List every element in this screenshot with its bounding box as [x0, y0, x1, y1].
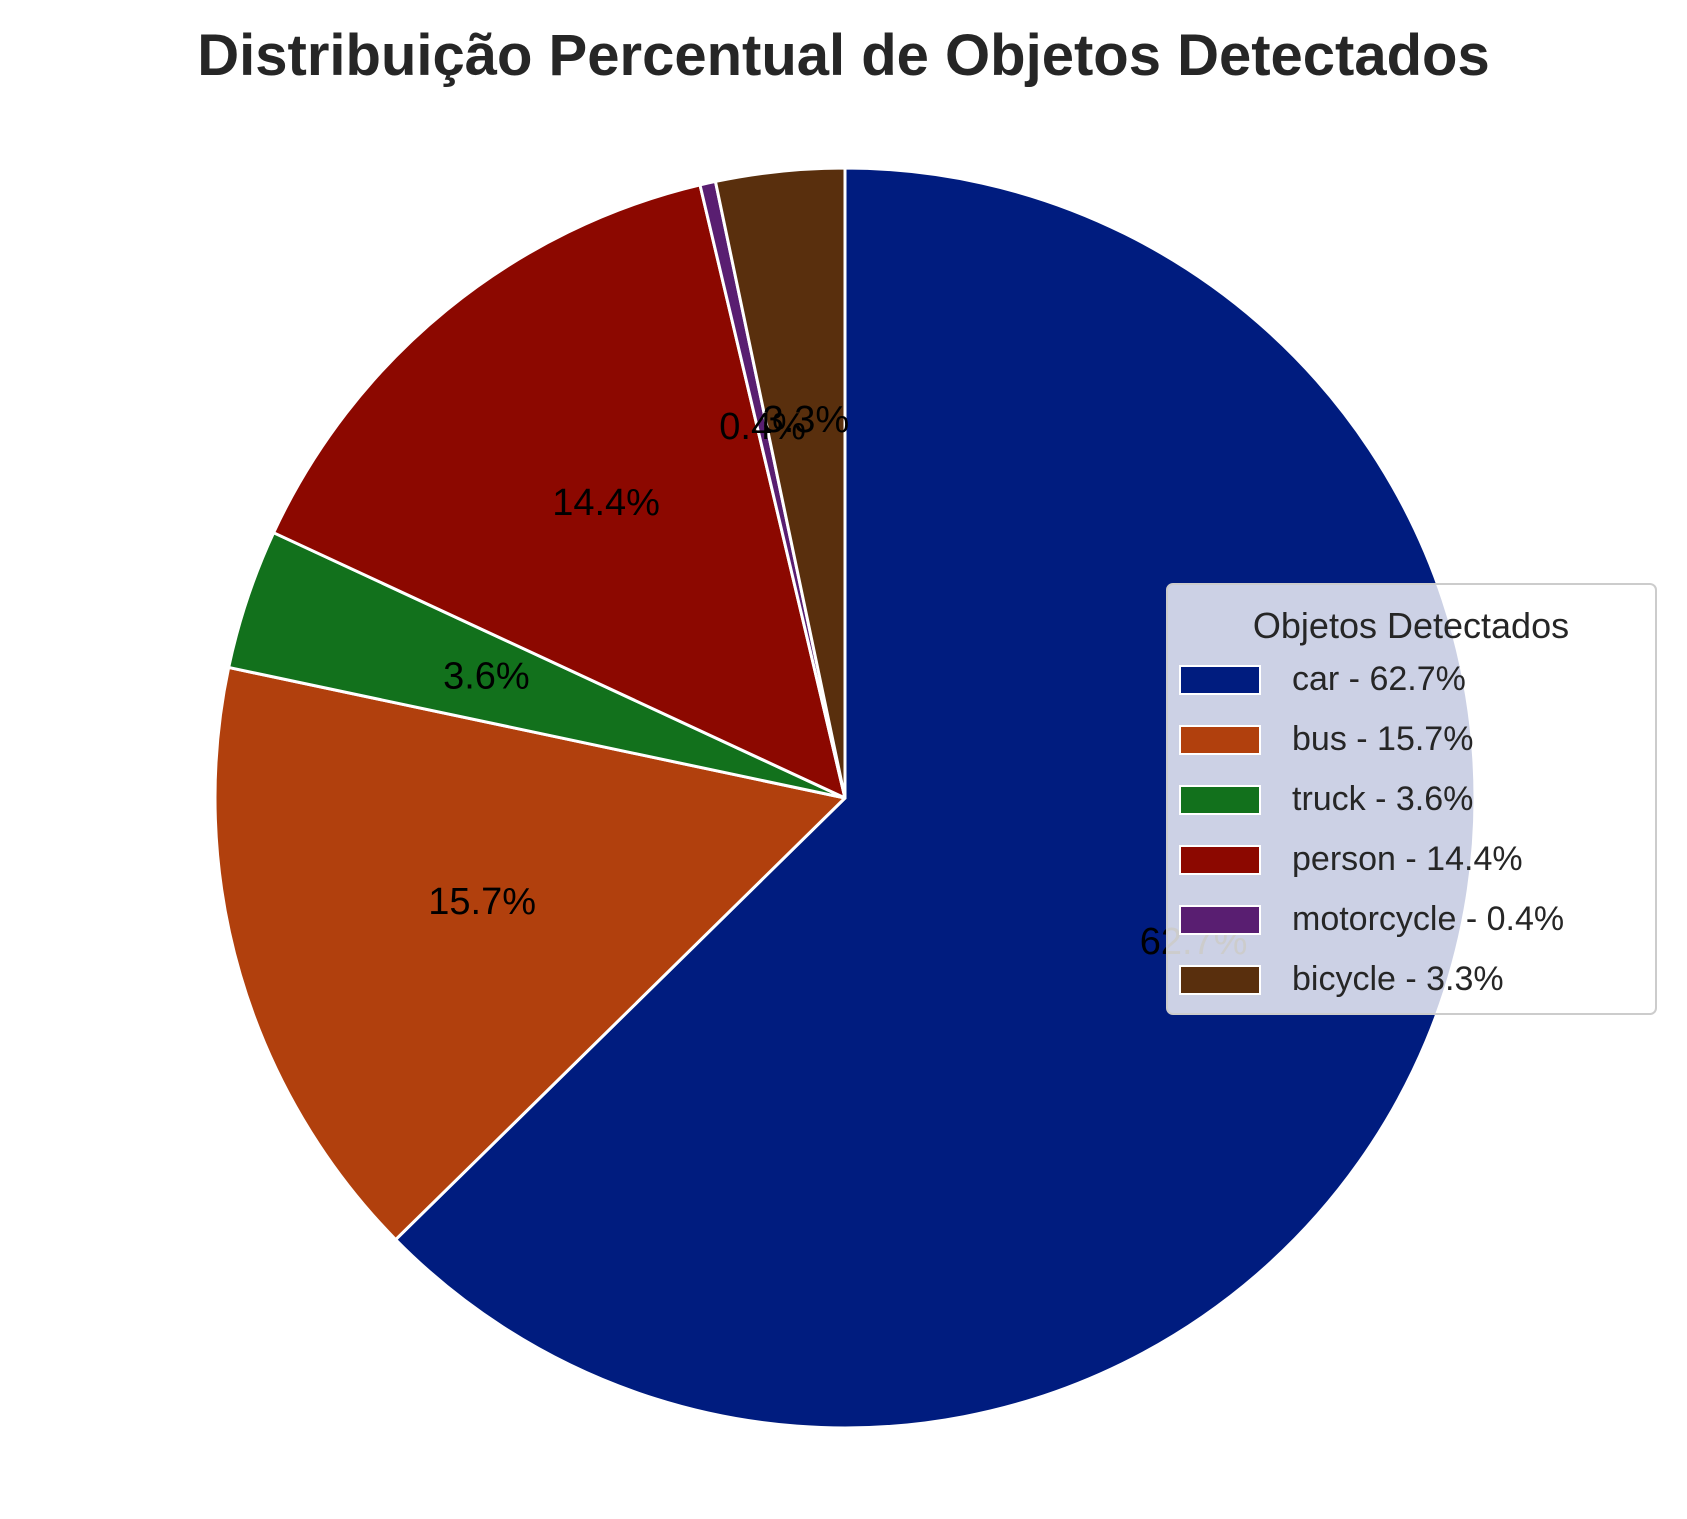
legend-label-person: person - 14.4%	[1292, 840, 1523, 878]
legend-label-motorcycle: motorcycle - 0.4%	[1292, 900, 1564, 938]
legend-swatch-bicycle	[1179, 965, 1261, 995]
pie-slice-bus	[213, 665, 847, 1242]
legend-label-bicycle: bicycle - 3.3%	[1292, 960, 1504, 998]
pie-percent-label-bicycle: 3.3%	[763, 399, 850, 441]
pie-percent-label-person: 14.4%	[552, 482, 660, 524]
pie-percent-label-motorcycle: 0.4%	[719, 406, 806, 448]
legend-label-bus: bus - 15.7%	[1292, 720, 1473, 758]
pie-slice-bicycle	[713, 166, 847, 800]
pie-slice-person	[272, 183, 847, 800]
legend-label-truck: truck - 3.6%	[1292, 780, 1473, 818]
pie-percent-label-truck: 3.6%	[443, 656, 530, 698]
legend-box	[1166, 583, 1657, 1015]
legend-swatch-bus	[1179, 725, 1261, 755]
pie-slice-car	[394, 166, 1477, 1430]
pie-slices	[213, 166, 1477, 1430]
legend: Objetos Detectados car - 62.7% bus - 15.7…	[1166, 583, 1657, 1015]
legend-swatch-car	[1179, 665, 1261, 695]
legend-swatch-person	[1179, 845, 1261, 875]
legend-title: Objetos Detectados	[1253, 605, 1569, 646]
legend-swatch-motorcycle	[1179, 905, 1261, 935]
legend-swatch-truck	[1179, 785, 1261, 815]
legend-items: car - 62.7% bus - 15.7% truck - 3.6% person…	[1179, 660, 1564, 998]
chart-title: Distribuição Percentual de Objetos Detec…	[197, 23, 1490, 88]
pie-percent-label-bus: 15.7%	[428, 881, 536, 923]
legend-label-car: car - 62.7%	[1292, 660, 1466, 698]
